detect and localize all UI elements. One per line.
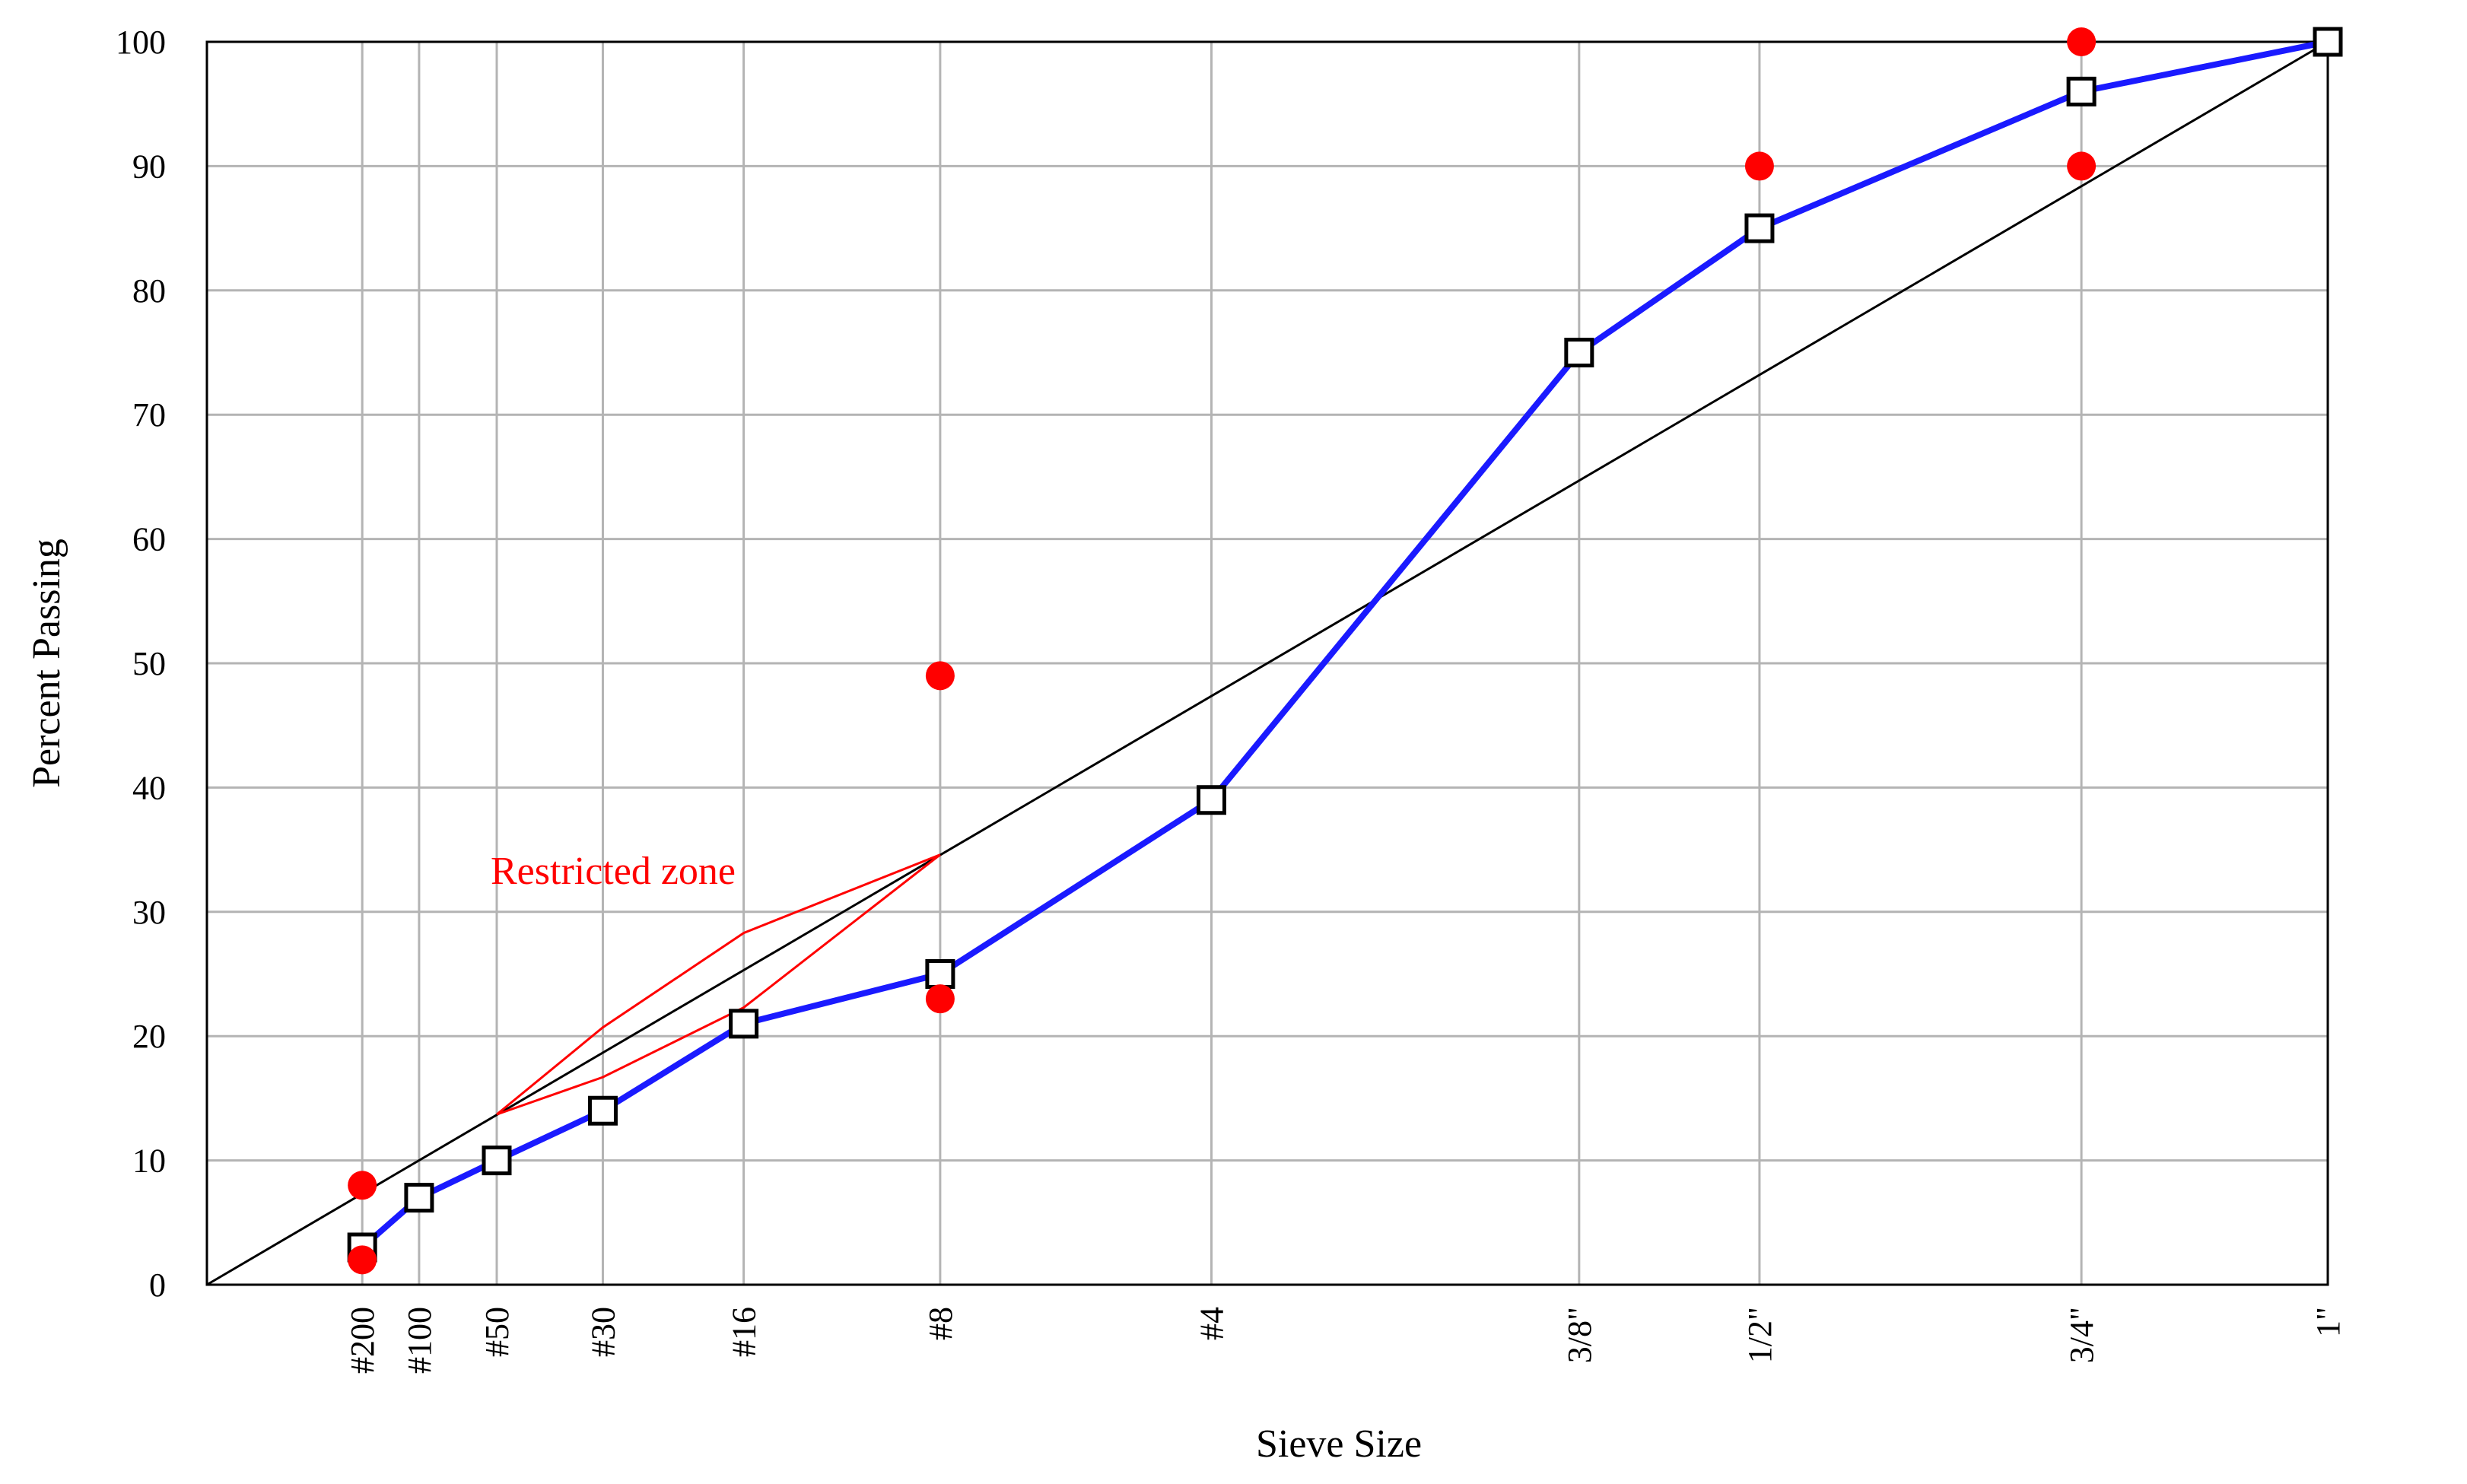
series-point-5 xyxy=(925,959,955,989)
y-tick-50: 50 xyxy=(132,645,166,682)
control-points xyxy=(348,27,2097,1275)
x-tick-labels: #200 #100 #50 #30 #16 #8 #4 3/8" 1/2" 3/4" 1" xyxy=(344,1307,2347,1374)
x-tick-8: 1/2" xyxy=(1741,1307,1779,1363)
x-tick-5: #8 xyxy=(922,1307,959,1340)
control-point-1 xyxy=(348,1245,377,1275)
maximum-density-line xyxy=(206,40,2329,1286)
series-point-3 xyxy=(587,1095,618,1126)
series-point-10 xyxy=(2313,27,2343,57)
y-tick-20: 20 xyxy=(132,1018,166,1055)
x-tick-1: #100 xyxy=(401,1307,438,1374)
y-tick-40: 40 xyxy=(132,769,166,806)
y-axis-title: Percent Passing xyxy=(25,539,68,788)
restricted-zone-lower xyxy=(496,853,941,1116)
x-axis-title: Sieve Size xyxy=(1256,1422,1422,1466)
restricted-zone-upper xyxy=(496,853,941,1116)
x-tick-9: 3/4" xyxy=(2063,1307,2100,1363)
series-point-9 xyxy=(2066,76,2097,106)
y-tick-100: 100 xyxy=(116,24,166,61)
y-tick-0: 0 xyxy=(149,1266,166,1304)
series-point-2 xyxy=(482,1146,512,1176)
x-tick-4: #16 xyxy=(726,1307,763,1357)
series-point-8 xyxy=(1744,213,1775,243)
x-tick-2: #50 xyxy=(478,1307,516,1357)
x-tick-0: #200 xyxy=(344,1307,381,1374)
control-point-5 xyxy=(2067,27,2097,56)
x-tick-10: 1" xyxy=(2310,1307,2347,1337)
x-tick-6: #4 xyxy=(1193,1307,1230,1340)
y-tick-90: 90 xyxy=(132,148,166,185)
series-point-4 xyxy=(729,1009,759,1039)
control-point-0 xyxy=(348,1171,377,1200)
control-point-4 xyxy=(1744,151,1774,181)
y-tick-80: 80 xyxy=(132,272,166,310)
restricted-zone-label: Restricted zone xyxy=(491,850,736,893)
control-point-3 xyxy=(925,984,955,1014)
y-tick-70: 70 xyxy=(132,396,166,434)
restricted-zone xyxy=(496,853,941,1116)
y-tick-labels: 0 10 20 30 40 50 60 70 80 90 100 xyxy=(116,24,166,1304)
y-tick-60: 60 xyxy=(132,521,166,558)
x-tick-7: 3/8" xyxy=(1561,1307,1598,1363)
gradation-series xyxy=(347,27,2343,1263)
x-tick-3: #30 xyxy=(584,1307,622,1357)
plot-frame xyxy=(205,40,2329,1286)
control-point-2 xyxy=(925,661,955,691)
y-tick-10: 10 xyxy=(132,1142,166,1180)
control-point-6 xyxy=(2067,151,2097,181)
series-point-7 xyxy=(1564,338,1594,367)
series-point-6 xyxy=(1196,785,1226,815)
y-tick-30: 30 xyxy=(132,894,166,931)
series-point-1 xyxy=(404,1183,434,1213)
max-density-line xyxy=(206,40,2329,1286)
